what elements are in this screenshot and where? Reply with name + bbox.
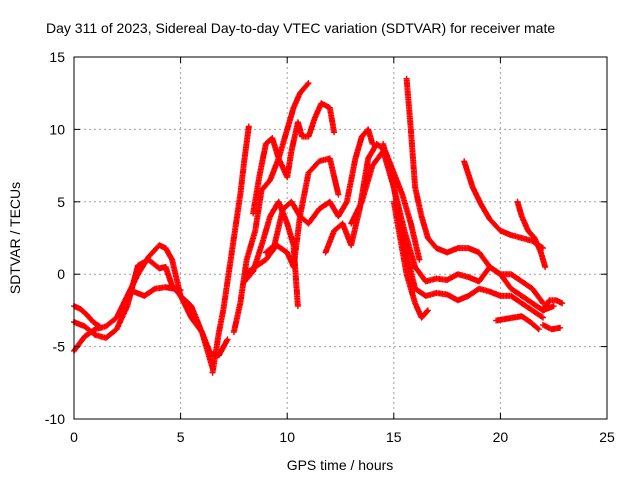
series-track-q [493, 313, 542, 333]
chart-grid [73, 56, 608, 420]
series-markers [540, 321, 564, 333]
x-tick-label: 5 [177, 429, 185, 445]
series-markers [493, 313, 542, 333]
series-track-i [241, 198, 301, 310]
series-track-n [390, 198, 431, 321]
x-tick-label: 10 [279, 429, 295, 445]
series-track-d [130, 284, 184, 299]
x-axis-title: GPS time / hours [287, 457, 394, 473]
series-track-a [71, 256, 216, 372]
x-tick-label: 0 [70, 429, 78, 445]
series-track-r [514, 198, 549, 270]
y-tick-label: 5 [57, 194, 65, 210]
x-tick-label: 15 [386, 429, 402, 445]
series-track-j [262, 126, 376, 256]
plot-frame [73, 56, 608, 420]
y-tick-label: 15 [49, 49, 65, 65]
y-tick-label: 0 [57, 266, 65, 282]
y-tick-label: -5 [53, 339, 66, 355]
series-markers [130, 284, 184, 299]
x-tick-label: 25 [599, 429, 615, 445]
series-markers [461, 158, 546, 252]
series-markers [514, 198, 549, 270]
x-tick-label: 20 [493, 429, 509, 445]
series-markers [540, 297, 566, 314]
chart-points [71, 75, 566, 376]
series-markers [241, 198, 301, 310]
series-markers [262, 126, 376, 256]
axis-ticks [73, 56, 608, 420]
series-track-s [540, 297, 566, 314]
series-markers [250, 100, 338, 217]
series-track-o [403, 75, 546, 307]
series-markers [403, 75, 546, 307]
series-markers [390, 198, 431, 321]
chart-title: Day 311 of 2023, Sidereal Day-to-day VTE… [46, 20, 555, 36]
series-track-t [540, 321, 564, 333]
y-tick-label: -10 [45, 411, 65, 427]
y-axis-title: SDTVAR / TECUs [7, 182, 23, 294]
series-track-e [209, 123, 252, 376]
series-markers [71, 256, 216, 372]
series-track-p [461, 158, 546, 252]
y-tick-labels: -10 -5 0 5 10 15 [45, 49, 65, 427]
y-tick-label: 10 [49, 121, 65, 137]
series-markers [209, 123, 252, 376]
series-track-g [250, 100, 338, 217]
x-tick-labels: 0 5 10 15 20 25 [70, 429, 615, 445]
